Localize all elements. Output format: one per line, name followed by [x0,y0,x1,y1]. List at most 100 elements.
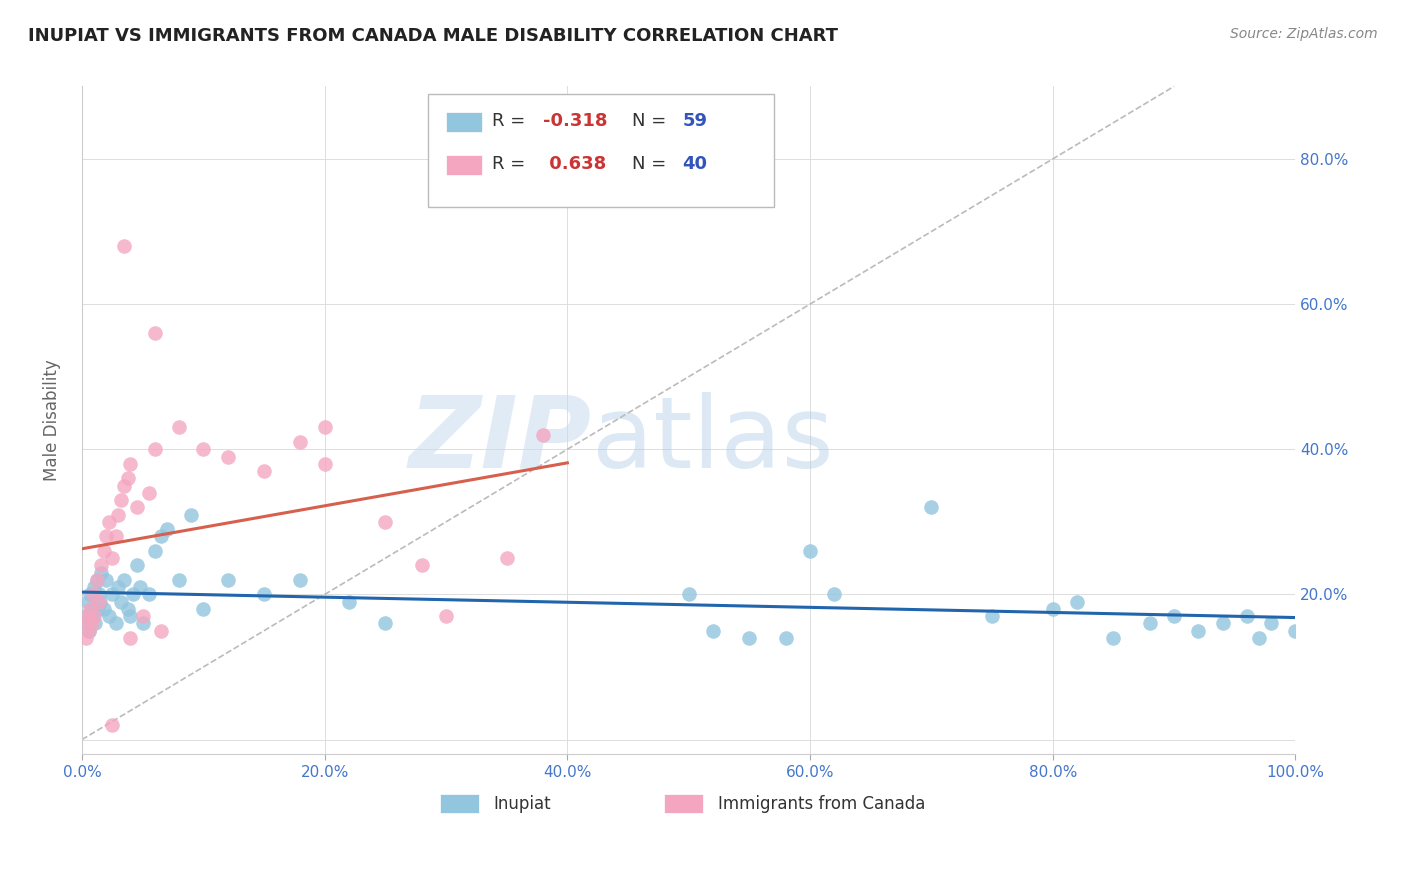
Point [314,457,336,471]
Point [823,587,845,601]
Point [93,544,115,558]
Point [101,551,124,566]
Point [374,515,396,529]
FancyBboxPatch shape [446,155,482,175]
Point [1284,624,1306,638]
Point [1139,616,1161,631]
Point [981,609,1004,624]
Point [143,544,166,558]
Point [93,602,115,616]
Point [86,573,108,587]
Point [112,478,135,492]
Text: 59: 59 [683,112,707,130]
Point [434,609,457,624]
Point [143,326,166,340]
Point [775,631,797,645]
Point [89,595,111,609]
Point [531,427,554,442]
Point [193,442,215,457]
Point [79,587,101,601]
Point [76,616,98,631]
Point [107,508,129,522]
Point [799,544,821,558]
Point [156,522,179,536]
Point [702,624,724,638]
Point [84,616,107,631]
Point [1247,631,1270,645]
Point [193,602,215,616]
Point [87,587,110,601]
Point [337,595,360,609]
Text: INUPIAT VS IMMIGRANTS FROM CANADA MALE DISABILITY CORRELATION CHART: INUPIAT VS IMMIGRANTS FROM CANADA MALE D… [28,27,838,45]
Text: atlas: atlas [592,392,834,489]
Point [125,558,148,573]
Point [1102,631,1125,645]
Point [180,508,202,522]
Point [290,435,312,450]
Point [120,457,142,471]
Point [167,573,190,587]
Point [112,573,135,587]
Point [253,464,276,478]
Point [107,580,129,594]
Point [131,616,153,631]
Point [374,616,396,631]
FancyBboxPatch shape [446,112,482,132]
Point [117,602,139,616]
Point [1260,616,1282,631]
Point [83,609,105,624]
Point [1163,609,1185,624]
Text: ZIP: ZIP [409,392,592,489]
Point [131,609,153,624]
Point [1042,602,1064,616]
Point [117,471,139,485]
Point [76,616,98,631]
Point [82,587,104,601]
Point [80,616,103,631]
Text: N =: N = [631,112,672,130]
Point [87,595,110,609]
Point [1187,624,1209,638]
Point [90,558,112,573]
Point [75,631,97,645]
Point [143,442,166,457]
FancyBboxPatch shape [440,794,479,813]
Text: R =: R = [492,155,531,173]
Point [97,609,120,624]
Point [129,580,152,594]
Y-axis label: Male Disability: Male Disability [44,359,60,481]
Point [79,602,101,616]
Point [82,609,104,624]
Point [125,500,148,515]
Point [411,558,433,573]
Text: -0.318: -0.318 [543,112,607,130]
Point [120,609,142,624]
Point [104,616,127,631]
Point [217,573,239,587]
Point [253,587,276,601]
FancyBboxPatch shape [427,95,773,207]
Text: 40: 40 [683,155,707,173]
Point [87,602,110,616]
Point [678,587,700,601]
Text: R =: R = [492,112,531,130]
Point [90,566,112,580]
Point [80,602,103,616]
Point [217,450,239,464]
Point [110,493,132,508]
Point [290,573,312,587]
Point [77,595,100,609]
Point [96,573,118,587]
Point [110,595,132,609]
Point [167,420,190,434]
Point [120,631,142,645]
Text: Inupiat: Inupiat [494,795,551,813]
Point [101,718,124,732]
Point [101,587,124,601]
Point [122,587,145,601]
Point [77,624,100,638]
Point [112,239,135,253]
Point [77,624,100,638]
Point [138,587,160,601]
Point [920,500,942,515]
